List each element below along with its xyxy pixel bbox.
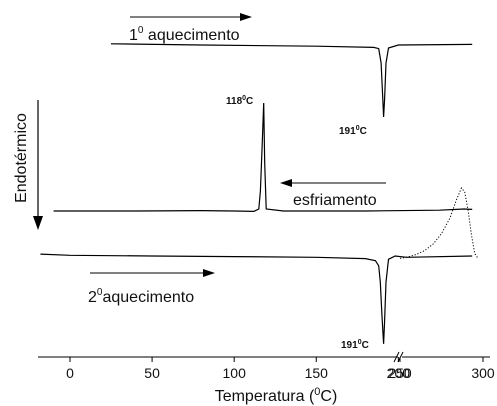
x-tick-label: 300 (471, 365, 495, 381)
x-tick-label: 200 (387, 365, 411, 381)
x-axis-break-mark-1 (393, 351, 400, 363)
peak-191-bottom-label: 1910C (341, 339, 369, 351)
series-line-heating2_dotted (399, 187, 479, 259)
series-line-heating1 (110, 43, 473, 118)
series-line-heating2 (40, 253, 473, 344)
cooling-arrowhead (280, 179, 292, 187)
peak-118-label: 1180C (226, 95, 253, 107)
x-tick-label: 250 (388, 365, 412, 381)
endothermic-arrowhead (33, 216, 43, 230)
series-line-cooling (53, 102, 473, 213)
x-axis-label: Temperatura (0C) (215, 386, 338, 405)
x-tick-label: 100 (223, 365, 247, 381)
x-tick-label: 50 (144, 365, 160, 381)
y-axis-label: Endotérmico (13, 113, 30, 203)
peak-191-top-label: 1910C (339, 125, 367, 137)
first-heating-arrowhead (240, 13, 252, 21)
x-tick-label: 0 (66, 365, 74, 381)
series-group (40, 43, 479, 344)
cooling-label: esfriamento (293, 192, 377, 209)
first-heating-label: 10 aquecimento (129, 25, 240, 44)
second-heating-arrowhead (203, 269, 215, 277)
second-heating-label: 20aquecimento (88, 287, 194, 306)
x-tick-label: 150 (305, 365, 329, 381)
